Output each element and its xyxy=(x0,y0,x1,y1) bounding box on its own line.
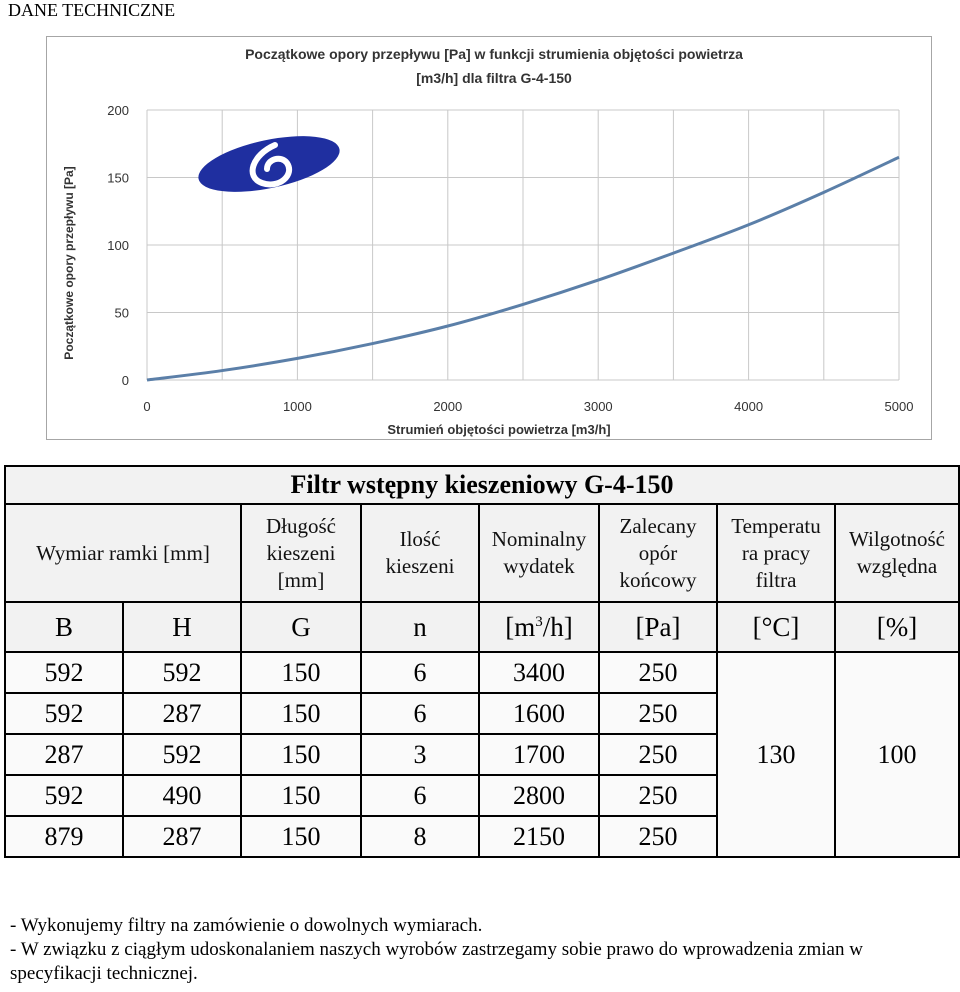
series-line xyxy=(146,155,900,382)
cell-pa: 250 xyxy=(598,733,718,776)
cell-h: 592 xyxy=(122,733,242,776)
cell-h: 592 xyxy=(122,651,242,694)
symbol-pa: [Pa] xyxy=(598,601,718,653)
chart-y-axis-label: Początkowe opory przepływu [Pa] xyxy=(62,166,76,359)
cell-pa: 250 xyxy=(598,651,718,694)
chart-title-line-2: [m3/h] dla filtra G-4-150 xyxy=(416,70,572,86)
cell-h: 287 xyxy=(122,692,242,735)
symbol-celsius: [°C] xyxy=(716,601,836,653)
cell-b: 879 xyxy=(4,815,124,858)
cell-n: 3 xyxy=(360,733,480,776)
cell-humidity: 100 xyxy=(834,651,960,858)
cell-pa: 250 xyxy=(598,774,718,817)
cell-g: 150 xyxy=(240,733,362,776)
cell-g: 150 xyxy=(240,651,362,694)
chart-title-line-1: Początkowe opory przepływu [Pa] w funkcj… xyxy=(245,46,743,62)
symbol-h: H xyxy=(122,601,242,653)
cell-flow: 2800 xyxy=(478,774,600,817)
resistance-chart: 0 50 100 150 200 0 1000 2000 3000 4000 5000 Począt… xyxy=(46,36,932,440)
cell-flow: 1700 xyxy=(478,733,600,776)
cell-n: 6 xyxy=(360,651,480,694)
symbol-percent: [%] xyxy=(834,601,960,653)
y-tick-label: 0 xyxy=(122,373,129,388)
table-row: 879 287 150 8 2150 250 xyxy=(4,815,959,858)
cell-pa: 250 xyxy=(598,815,718,858)
note-custom-sizes: - Wykonujemy filtry na zamówienie o dowo… xyxy=(10,915,483,936)
x-tick-label: 1000 xyxy=(283,399,312,414)
cell-n: 8 xyxy=(360,815,480,858)
table-row: 287 592 150 3 1700 250 xyxy=(4,733,959,776)
spec-table: Filtr wstępny kieszeniowy G-4-150 Wymiar… xyxy=(4,465,960,858)
cell-n: 6 xyxy=(360,692,480,735)
y-tick-label: 100 xyxy=(107,238,129,253)
notes: - Wykonujemy filtry na zamówienie o dowo… xyxy=(10,914,955,986)
table-row: 592 287 150 6 1600 250 xyxy=(4,692,959,735)
symbol-b: B xyxy=(4,601,124,653)
header-relative-humidity: Wilgotność względna xyxy=(834,503,960,603)
y-tick-label: 150 xyxy=(107,171,129,186)
symbol-n: n xyxy=(360,601,480,653)
header-nominal-flow: Nominalny wydatek xyxy=(478,503,600,603)
x-tick-label: 3000 xyxy=(584,399,613,414)
cell-flow: 3400 xyxy=(478,651,600,694)
chart-grid xyxy=(146,109,900,381)
cell-b: 592 xyxy=(4,692,124,735)
page-heading: DANE TECHNICZNE xyxy=(8,0,176,20)
cell-h: 287 xyxy=(122,815,242,858)
header-pocket-length: Długość kieszeni [mm] xyxy=(240,503,362,603)
cell-flow: 2150 xyxy=(478,815,600,858)
header-operating-temperature: Temperatu ra pracy filtra xyxy=(716,503,836,603)
note-spec-changes: - W związku z ciągłym udoskonalaniem nas… xyxy=(10,939,863,984)
header-pocket-count: Ilość kieszeni xyxy=(360,503,480,603)
table-row: 592 490 150 6 2800 250 xyxy=(4,774,959,817)
y-tick-label: 200 xyxy=(107,103,129,118)
chart-x-axis-label: Strumień objętości powietrza [m3/h] xyxy=(387,422,610,437)
header-frame-size: Wymiar ramki [mm] xyxy=(4,503,242,603)
symbol-g: G xyxy=(240,601,362,653)
x-tick-label: 4000 xyxy=(734,399,763,414)
table-row: 592 592 150 6 3400 250 130 100 xyxy=(4,651,960,858)
cell-b: 287 xyxy=(4,733,124,776)
cell-flow: 1600 xyxy=(478,692,600,735)
y-tick-label: 50 xyxy=(115,306,129,321)
cell-b: 592 xyxy=(4,774,124,817)
x-tick-label: 0 xyxy=(143,399,150,414)
cell-temperature: 130 xyxy=(716,651,836,858)
cell-b: 592 xyxy=(4,651,124,694)
cell-g: 150 xyxy=(240,774,362,817)
cell-g: 150 xyxy=(240,815,362,858)
symbol-flow-unit: [m3/h] xyxy=(478,601,600,653)
cell-n: 6 xyxy=(360,774,480,817)
cell-pa: 250 xyxy=(598,692,718,735)
header-final-resistance: Zalecany opór końcowy xyxy=(598,503,718,603)
company-logo xyxy=(198,136,340,192)
table-title: Filtr wstępny kieszeniowy G-4-150 xyxy=(4,465,960,505)
cell-g: 150 xyxy=(240,692,362,735)
x-tick-label: 5000 xyxy=(885,399,914,414)
x-tick-label: 2000 xyxy=(433,399,462,414)
cell-h: 490 xyxy=(122,774,242,817)
logo-swirl xyxy=(249,142,292,188)
